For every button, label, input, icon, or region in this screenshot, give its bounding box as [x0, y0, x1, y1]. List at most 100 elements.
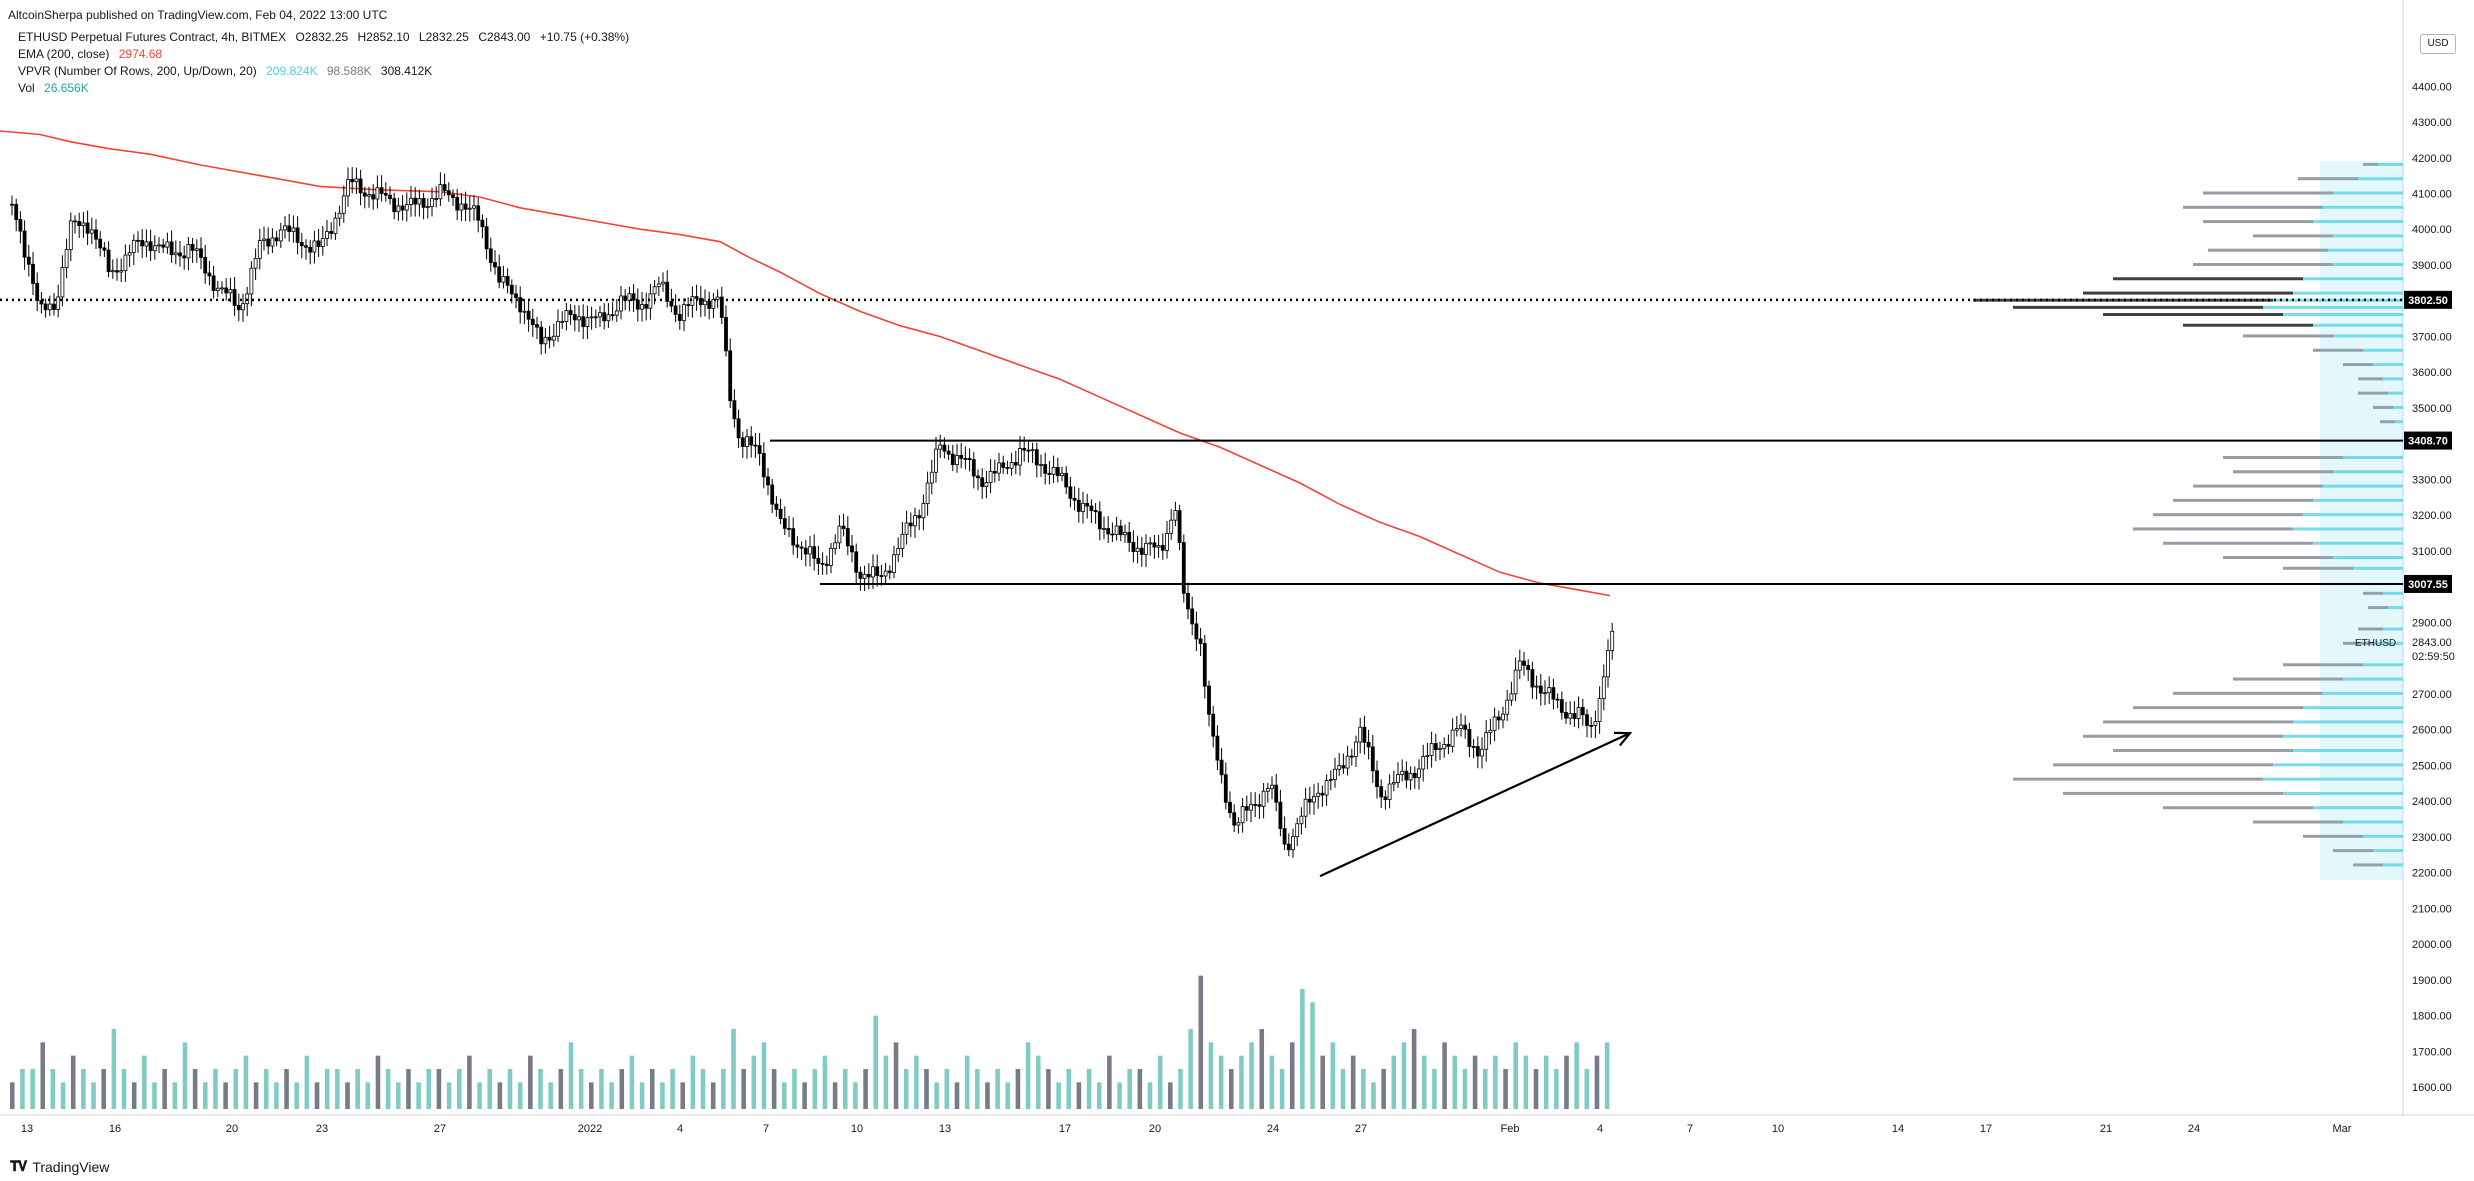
- vpvr-up-bar: [2323, 691, 2403, 695]
- candle-body: [241, 303, 245, 311]
- candle-body: [1568, 713, 1573, 719]
- volume-bar: [1025, 1042, 1031, 1109]
- volume-bar: [934, 1082, 939, 1109]
- candle-body: [98, 238, 103, 249]
- candle-body: [1039, 464, 1043, 466]
- candle-body: [224, 287, 229, 294]
- vpvr-down-bar: [2283, 566, 2353, 570]
- candle-body: [1198, 638, 1203, 644]
- volume-bar: [690, 1055, 696, 1109]
- vpvr-up-bar: [2283, 734, 2403, 738]
- y-tick-label: 2000.00: [2412, 939, 2452, 951]
- vpvr-legend[interactable]: VPVR (Number Of Rows, 200, Up/Down, 20) …: [18, 64, 432, 78]
- ohlc-close: C2843.00: [478, 30, 531, 44]
- candle-body: [18, 219, 23, 232]
- candle-body: [522, 310, 527, 313]
- x-tick-label: 17: [1059, 1123, 1071, 1135]
- candle-body: [694, 296, 699, 299]
- candle-body: [1177, 510, 1182, 543]
- candle-body: [1400, 770, 1405, 775]
- vpvr-down-bar: [2283, 663, 2363, 667]
- volume-bar: [893, 1042, 899, 1109]
- candle-body: [186, 244, 191, 259]
- volume-bar: [1096, 1082, 1102, 1109]
- vpvr-up-bar: [2293, 749, 2403, 753]
- candle-body: [551, 335, 556, 341]
- vpvr-down-bar: [2368, 606, 2388, 610]
- candle-body: [955, 454, 959, 465]
- volume-legend[interactable]: Vol 26.656K: [18, 81, 89, 95]
- volume-bar: [842, 1069, 848, 1109]
- volume-bar: [345, 1082, 350, 1109]
- volume-bar: [964, 1055, 970, 1109]
- candle-body: [1261, 790, 1266, 807]
- ema-legend[interactable]: EMA (200, close) 2974.68: [18, 47, 162, 61]
- volume-bar: [497, 1082, 503, 1109]
- volume-bar: [548, 1082, 553, 1109]
- currency-button[interactable]: USD: [2420, 34, 2456, 54]
- candle-body: [560, 321, 565, 323]
- volume-bar: [355, 1069, 360, 1109]
- volume-bar: [1005, 1082, 1011, 1109]
- candle-body: [976, 475, 980, 479]
- vpvr-down-bar: [2303, 834, 2363, 838]
- vpvr-down-bar: [2363, 162, 2378, 166]
- candle-body: [211, 275, 216, 291]
- volume-bar: [1371, 1082, 1376, 1109]
- candle-body: [1484, 732, 1489, 750]
- vpvr-up-value: 209.824K: [266, 64, 318, 78]
- vpvr-up-bar: [2323, 205, 2403, 209]
- candle-body: [1601, 676, 1606, 700]
- candle-body: [526, 310, 531, 320]
- vpvr-up-bar: [2303, 277, 2403, 281]
- candle-body: [1421, 756, 1426, 770]
- candle-body: [1047, 472, 1052, 475]
- volume-bar: [944, 1069, 950, 1109]
- candle-body: [274, 237, 279, 242]
- candle-body: [358, 178, 363, 194]
- candle-body: [988, 471, 993, 483]
- vpvr-up-bar: [2283, 313, 2403, 317]
- candle-body: [1442, 744, 1447, 749]
- vpvr-down-bar: [2380, 420, 2395, 424]
- tradingview-logo[interactable]: 𝐓𝐕 TradingView: [10, 1158, 109, 1175]
- candle-body: [388, 194, 392, 200]
- candle-body: [312, 240, 317, 253]
- volume-bar: [1259, 1029, 1265, 1109]
- candle-body: [896, 548, 901, 556]
- y-tick-label: 4400.00: [2412, 81, 2452, 93]
- candle-body: [866, 573, 871, 578]
- symbol-description: ETHUSD Perpetual Futures Contract, 4h, B…: [18, 30, 287, 44]
- candle-body: [249, 267, 254, 295]
- vpvr-up-bar: [2363, 663, 2403, 667]
- volume-bar: [710, 1082, 716, 1109]
- symbol-legend[interactable]: ETHUSD Perpetual Futures Contract, 4h, B…: [18, 30, 629, 44]
- candle-body: [228, 289, 233, 294]
- candle-body: [341, 195, 346, 214]
- candle-body: [1060, 472, 1064, 476]
- ohlc-change: +10.75 (+0.38%): [539, 30, 630, 44]
- candle-body: [929, 471, 934, 484]
- candle-body: [1517, 660, 1522, 671]
- vpvr-up-bar: [2333, 556, 2403, 560]
- candle-body: [1526, 664, 1531, 671]
- volume-bar: [1127, 1069, 1132, 1109]
- x-tick-label: 16: [109, 1123, 121, 1135]
- candle-body: [619, 295, 623, 312]
- candle-body: [1081, 502, 1085, 512]
- volume-bar: [985, 1082, 990, 1109]
- candle-body: [173, 252, 178, 256]
- volume-bar: [456, 1069, 462, 1109]
- vpvr-up-bar: [2313, 498, 2403, 502]
- x-tick-label: 24: [2188, 1123, 2200, 1135]
- candle-body: [1097, 511, 1102, 530]
- y-tick-label: 2400.00: [2412, 796, 2452, 808]
- candle-body: [232, 289, 237, 306]
- candle-body: [1076, 499, 1081, 512]
- volume-bar: [192, 1069, 198, 1109]
- candle-body: [749, 436, 754, 446]
- vpvr-down-bar: [2253, 234, 2333, 238]
- candle-body: [1320, 792, 1325, 796]
- trend-arrow-head: [1613, 731, 1633, 747]
